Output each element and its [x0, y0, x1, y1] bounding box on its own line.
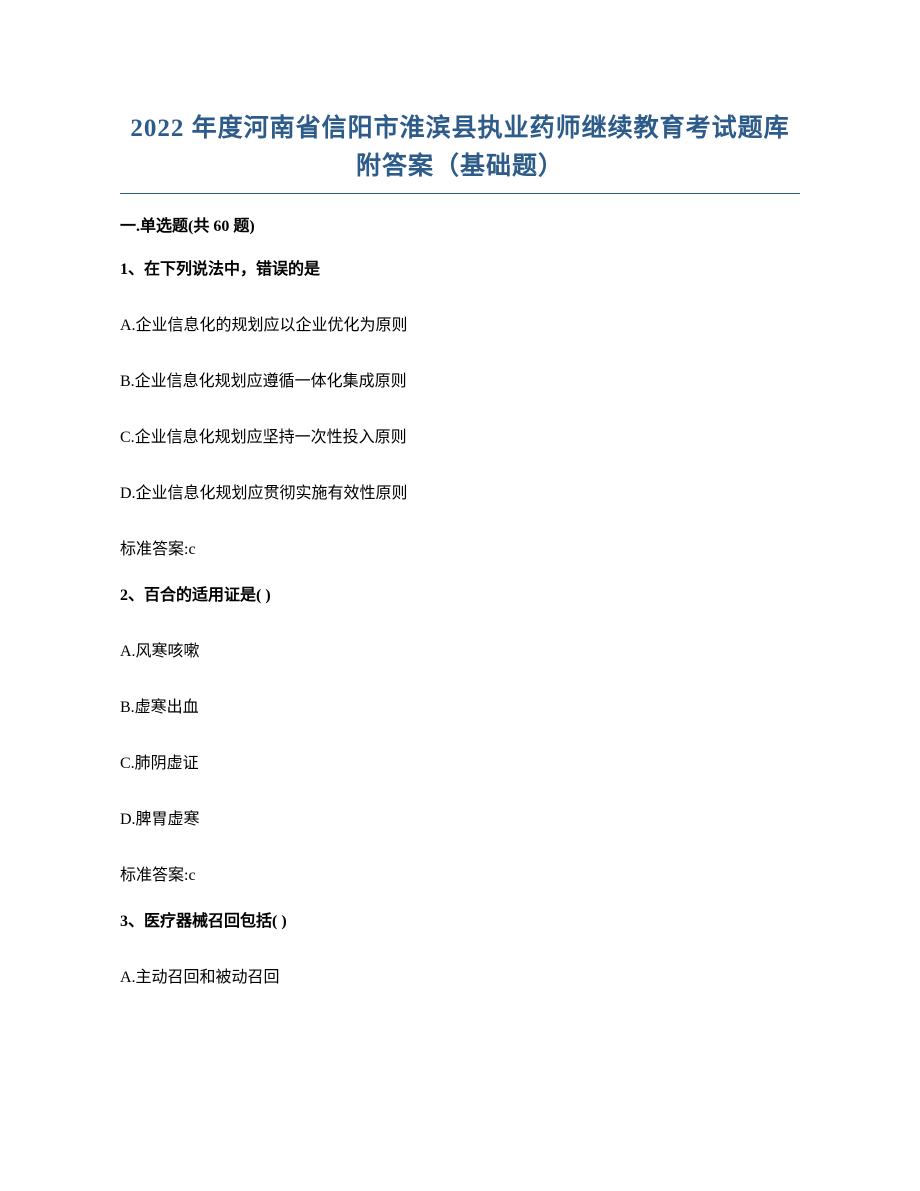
question-1-answer: 标准答案:c	[120, 538, 800, 562]
question-3-option-a: A.主动召回和被动召回	[120, 966, 800, 990]
question-2-option-a: A.风寒咳嗽	[120, 640, 800, 664]
question-2-option-c: C.肺阴虚证	[120, 752, 800, 776]
question-2: 2、百合的适用证是( ) A.风寒咳嗽 B.虚寒出血 C.肺阴虚证 D.脾胃虚寒…	[120, 584, 800, 888]
question-3: 3、医疗器械召回包括( ) A.主动召回和被动召回	[120, 910, 800, 990]
question-1-option-b: B.企业信息化规划应遵循一体化集成原则	[120, 370, 800, 394]
question-1-stem: 1、在下列说法中，错误的是	[120, 258, 800, 282]
question-1-option-d: D.企业信息化规划应贯彻实施有效性原则	[120, 482, 800, 506]
question-1-option-a: A.企业信息化的规划应以企业优化为原则	[120, 314, 800, 338]
question-2-option-b: B.虚寒出血	[120, 696, 800, 720]
section-header: 一.单选题(共 60 题)	[120, 212, 800, 236]
question-2-answer: 标准答案:c	[120, 864, 800, 888]
question-2-option-d: D.脾胃虚寒	[120, 808, 800, 832]
title-line-1: 2022 年度河南省信阳市淮滨县执业药师继续教育考试题库	[120, 110, 800, 148]
question-1-option-c: C.企业信息化规划应坚持一次性投入原则	[120, 426, 800, 450]
question-2-stem: 2、百合的适用证是( )	[120, 584, 800, 608]
question-3-stem: 3、医疗器械召回包括( )	[120, 910, 800, 934]
question-1: 1、在下列说法中，错误的是 A.企业信息化的规划应以企业优化为原则 B.企业信息…	[120, 258, 800, 562]
document-title-block: 2022 年度河南省信阳市淮滨县执业药师继续教育考试题库 附答案（基础题）	[120, 110, 800, 185]
title-line-2: 附答案（基础题）	[120, 148, 800, 186]
title-divider	[120, 193, 800, 194]
